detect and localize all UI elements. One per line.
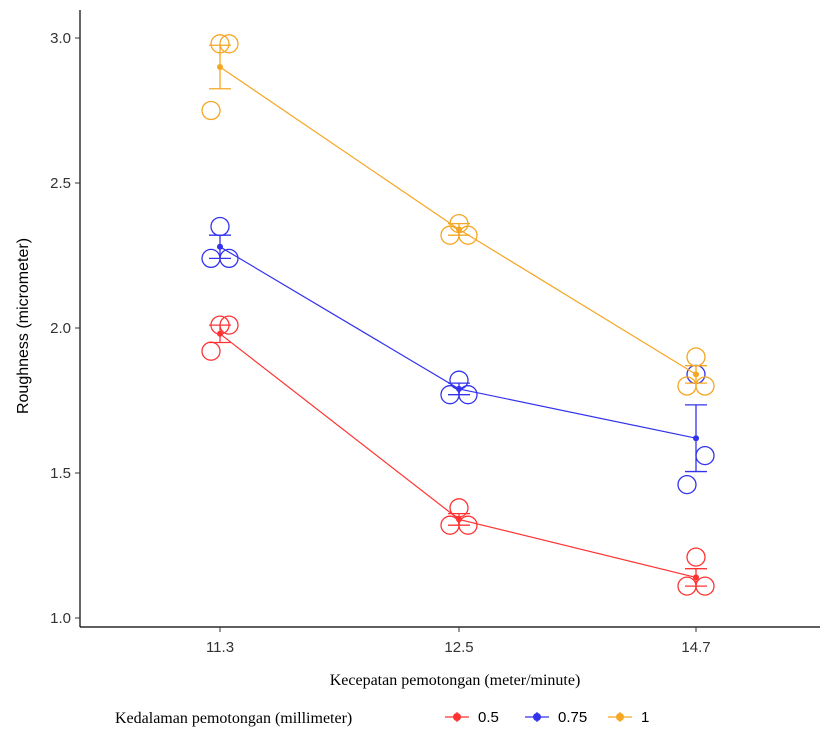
series-layer (201, 34, 715, 596)
series-0 (201, 315, 715, 596)
observation-point-2-0-2 (201, 100, 221, 121)
y-tick-label-3: 2.5 (50, 175, 71, 192)
legend: 0.5 0.75 1 (445, 709, 649, 726)
y-tick-label-4: 3.0 (50, 30, 71, 47)
x-tick-label-0: 11.3 (206, 639, 234, 656)
mean-point-2-1 (456, 226, 462, 233)
legend-title: Kedalaman pemotongan (millimeter) (115, 710, 352, 727)
observation-point-0-2-0 (686, 547, 706, 567)
mean-point-0-0 (217, 330, 223, 337)
legend-item-1: 0.75 (525, 709, 587, 726)
series-line-1 (219, 246, 697, 439)
y-tick-label-2: 2.0 (50, 320, 71, 337)
legend-key-point-0 (453, 713, 461, 721)
mean-point-0-2 (693, 574, 699, 581)
legend-key-point-2 (616, 713, 624, 721)
x-tick-label-2: 14.7 (681, 639, 710, 656)
observation-point-2-2-0 (686, 347, 706, 367)
series-line-2 (219, 66, 697, 375)
x-tick-label-1: 12.5 (444, 639, 473, 656)
legend-label-2: 1 (641, 709, 649, 726)
x-axis-title: Kecepatan pemotongan (meter/minute) (330, 672, 581, 689)
observation-point-2-0-1 (219, 34, 239, 54)
observation-point-1-0-0 (210, 216, 230, 237)
legend-label-0: 0.5 (478, 709, 499, 726)
mean-point-2-0 (217, 64, 223, 70)
observation-point-2-2-1 (695, 376, 715, 396)
axes: 1.0 1.5 2.0 2.5 3.0 11.3 12.5 14.7 (50, 10, 820, 656)
legend-label-1: 0.75 (558, 709, 587, 726)
y-tick-label-0: 1.0 (50, 610, 71, 627)
legend-item-0: 0.5 (445, 709, 499, 726)
observation-point-1-2-1 (695, 445, 715, 466)
observation-point-2-2-2 (677, 376, 697, 396)
y-axis-title: Roughness (micrometer) (15, 238, 32, 414)
mean-point-1-0 (217, 243, 223, 250)
mean-point-1-1 (456, 385, 462, 392)
mean-point-0-1 (456, 516, 462, 523)
mean-point-1-2 (693, 435, 699, 442)
series-2 (201, 34, 715, 396)
series-1 (201, 216, 715, 495)
observation-point-1-2-2 (677, 474, 697, 495)
mean-point-2-2 (693, 371, 699, 378)
legend-key-point-1 (533, 713, 541, 721)
observation-point-0-0-2 (201, 341, 221, 361)
legend-item-2: 1 (608, 709, 649, 726)
y-tick-label-1: 1.5 (50, 465, 71, 482)
series-line-0 (219, 333, 697, 578)
